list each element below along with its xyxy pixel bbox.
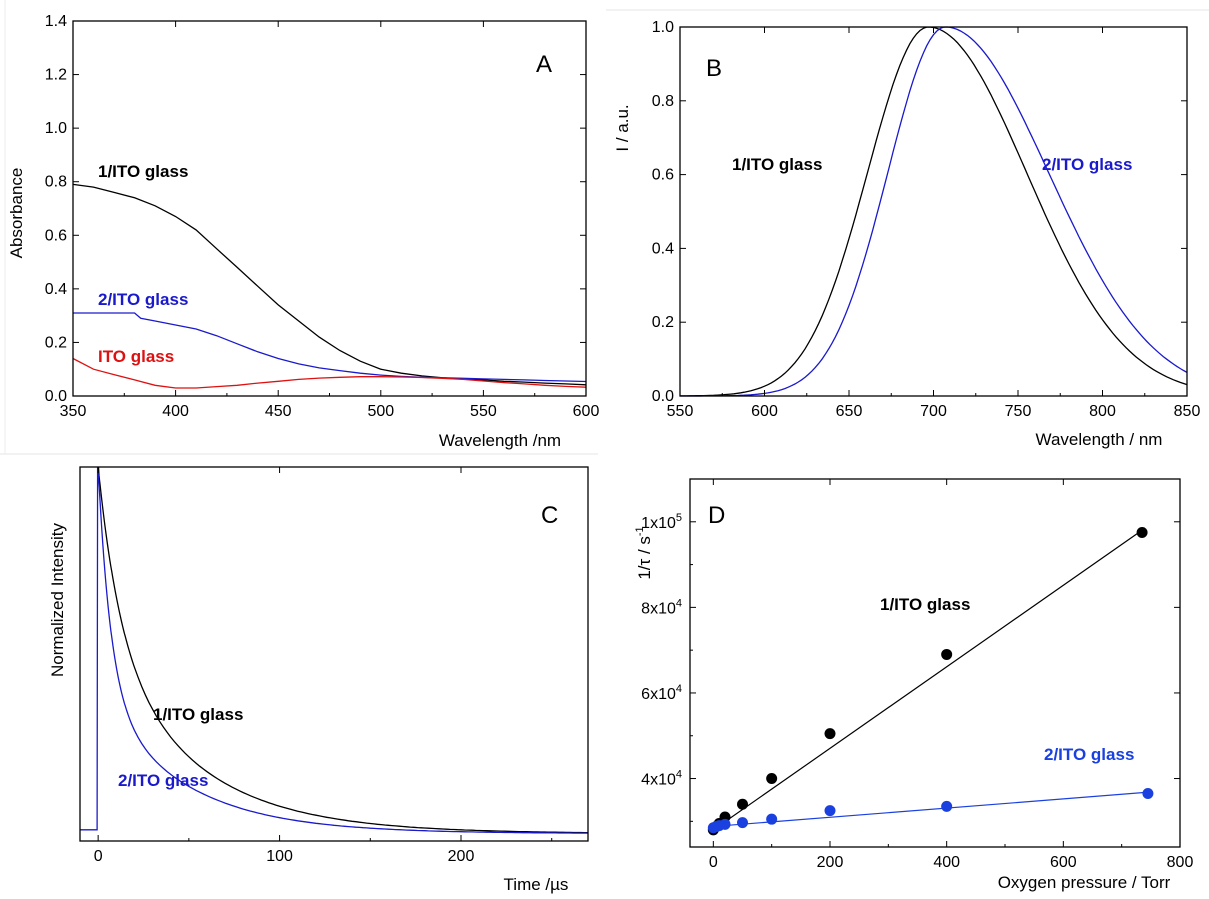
panel-d-fit-line-0 (712, 527, 1146, 831)
panel-d-point-1 (719, 818, 731, 830)
panel-a-xtick-label: 550 (470, 403, 497, 420)
panel-c-xtick-label: 100 (266, 848, 293, 865)
panel-b-xtick-label: 650 (836, 403, 863, 420)
panel-a-ytick-label: 1.0 (45, 120, 67, 137)
panel-a-frame (72, 20, 587, 397)
panel-a-xtick-label: 450 (265, 403, 292, 420)
panel-d-label-2ito: 2/ITO glass (1044, 745, 1134, 764)
panel-b-ytick-label: 0.8 (652, 93, 674, 110)
panel-d-xtick-label: 600 (1050, 854, 1077, 871)
panel-b-label-1ito: 1/ITO glass (732, 155, 822, 174)
panel-d-ytick-label: 6x104 (641, 683, 682, 703)
panel-b-xtick-label: 600 (751, 403, 778, 420)
panel-b-ytick-label: 0.0 (652, 388, 674, 405)
panel-d-point-0 (737, 798, 748, 810)
panel-d-ytick-label: 8x104 (641, 597, 682, 617)
panel-b-letter: B (706, 55, 722, 82)
panel-d-ytick-mantissa: 8x10 (641, 600, 676, 617)
panel-a-ytick-label: 0.2 (45, 334, 67, 351)
panel-d-xtick-label: 400 (933, 854, 960, 871)
panel-b-ytick-label: 0.2 (652, 314, 674, 331)
panel-a-label-2ito: 2/ITO glass (98, 290, 188, 309)
panel-b-series-line-0 (680, 26, 1188, 397)
panel-a-series-line-0 (72, 183, 587, 386)
panel-c-series-line-0 (97, 466, 588, 834)
panel-b-label-2ito: 2/ITO glass (1042, 155, 1132, 174)
panel-d-ylabel: 1/τ / s-1 (634, 526, 654, 579)
panel-d-ytick-exponent: 4 (676, 769, 682, 781)
panel-d-ytick-mantissa: 6x10 (641, 686, 676, 703)
panel-d-xtick-label: 200 (817, 854, 844, 871)
panel-d-letter: D (708, 502, 725, 529)
panel-b-xtick-label: 700 (920, 403, 947, 420)
panel-d-label-1ito: 1/ITO glass (880, 595, 970, 614)
panel-d-frame (689, 478, 1181, 848)
panel-c-label-2ito: 2/ITO glass (118, 771, 208, 790)
panel-a-ytick-label: 0.6 (45, 227, 67, 244)
panel-a-ytick-label: 0.0 (45, 388, 67, 405)
panel-d-point-0 (941, 648, 953, 660)
panel-d-xtick-label: 800 (1167, 854, 1194, 871)
panel-d-ytick-mantissa: 1x10 (641, 515, 676, 532)
panel-d-point-1 (941, 800, 953, 812)
panel-b-ytick-label: 1.0 (652, 19, 674, 36)
panel-b-ytick-label: 0.6 (652, 167, 674, 184)
panel-c-ylabel: Normalized Intensity (48, 523, 67, 678)
panel-a-ytick-label: 0.4 (45, 281, 67, 298)
panel-b: 550 600 650 700 750 800 8500.00.20.40.60.81.0 … (613, 19, 1200, 449)
panel-a-xtick-label: 350 (60, 403, 87, 420)
panel-c-letter: C (541, 502, 558, 529)
panel-a-ytick-label: 1.2 (45, 67, 67, 84)
panel-a-ylabel: Absorbance (7, 168, 26, 259)
svg-text:1/τ / s-1: 1/τ / s-1 (634, 526, 654, 579)
panel-a-xtick-label: 400 (162, 403, 189, 420)
panel-a: 350 400 450 500 550 600 0.0 0.2 0.4 0.6 0.8 1.0 1.2 1… (7, 13, 599, 450)
panel-b-ytick-label: 0.4 (652, 240, 674, 257)
panel-a-ytick-label: 0.8 (45, 174, 67, 191)
panel-d-point-1 (1142, 788, 1154, 800)
panel-c: 0 100 200 Normalized Intensity Time /µs C … (48, 466, 589, 894)
panel-a-label-ito: ITO glass (98, 347, 174, 366)
panel-d-fit-line-1 (713, 791, 1148, 828)
panel-a-series-line-1 (73, 312, 587, 383)
panel-a-ytick-label: 1.4 (45, 13, 67, 30)
panel-b-ylabel: I / a.u. (613, 104, 632, 151)
panel-d-point-1 (766, 813, 778, 825)
panel-a-letter: A (536, 51, 552, 78)
panel-a-label-1ito: 1/ITO glass (98, 162, 188, 181)
panel-c-label-1ito: 1/ITO glass (153, 705, 243, 724)
panel-d-ytick-label: 4x104 (641, 769, 682, 789)
panel-b-xlabel: Wavelength / nm (1036, 430, 1163, 449)
panel-c-xtick-label: 0 (94, 848, 103, 865)
panel-d-ytick-exponent: 4 (676, 597, 682, 609)
panel-c-xtick-label: 200 (448, 848, 475, 865)
panel-d-ytick-exponent: 5 (676, 512, 682, 524)
panel-d-point-0 (766, 773, 778, 785)
panel-a-series-line-2 (72, 357, 587, 389)
panel-d-ytick-label: 1x105 (641, 512, 682, 532)
panel-b-xtick-label: 550 (667, 403, 694, 420)
panel-a-xtick-label: 600 (573, 403, 600, 420)
panel-d-xlabel: Oxygen pressure / Torr (998, 873, 1171, 892)
panel-d-xtick-label: 0 (709, 854, 718, 871)
panel-a-xtick-label: 500 (367, 403, 394, 420)
panel-b-xtick-label: 750 (1005, 403, 1032, 420)
panel-b-xtick-label: 850 (1174, 403, 1201, 420)
panel-d-point-1 (737, 817, 748, 829)
panel-a-xlabel: Wavelength /nm (439, 431, 561, 450)
panel-d-ytick-mantissa: 4x10 (641, 772, 676, 789)
panel-b-frame (679, 26, 1188, 397)
panel-b-xtick-label: 800 (1089, 403, 1116, 420)
panel-d-ytick-exponent: 4 (676, 683, 682, 695)
panel-d-point-1 (824, 805, 836, 817)
panel-c-frame (79, 466, 589, 842)
panel-d-point-0 (1136, 526, 1148, 538)
panel-c-xlabel: Time /µs (504, 875, 569, 894)
panel-d-point-0 (824, 728, 836, 740)
panel-c-series-line-1 (80, 466, 588, 834)
panel-b-series-line-1 (680, 26, 1188, 397)
